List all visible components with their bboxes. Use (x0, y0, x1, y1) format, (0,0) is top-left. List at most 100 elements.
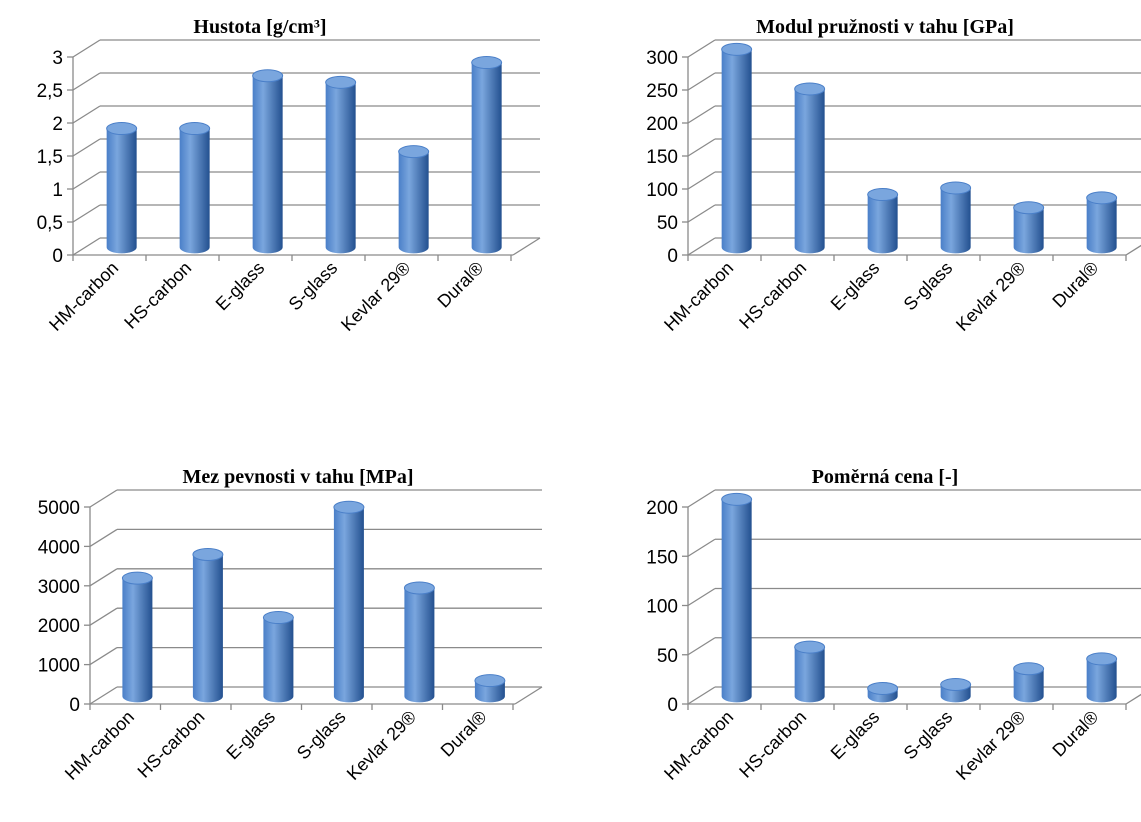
chart-title: Poměrná cena [-] (812, 466, 959, 488)
bar-body (940, 187, 971, 254)
bar (121, 571, 153, 703)
chart-title: Modul pružnosti v tahu [GPa] (756, 16, 1014, 38)
y-tick-label: 100 (646, 597, 678, 618)
bar (867, 681, 899, 703)
grid-depth-line (687, 39, 716, 58)
y-tick-label: 300 (646, 48, 678, 69)
x-tick-label: HM-carbon (45, 258, 122, 335)
bar-body (179, 128, 210, 254)
grid-depth-line (89, 647, 118, 666)
bar-top (794, 82, 826, 96)
bar-body (404, 588, 435, 703)
chart-title: Hustota [g/cm³] (193, 16, 326, 38)
grid-depth-line (72, 105, 101, 124)
x-tick-label: S-glass (900, 707, 957, 764)
x-tick-label: HS-carbon (735, 258, 810, 333)
y-tick-label: 4000 (38, 537, 80, 558)
grid-depth-line (72, 204, 101, 223)
bar (179, 122, 211, 254)
bar-top (121, 571, 153, 585)
grid-depth-line (89, 686, 118, 705)
x-tick-label: Kevlar 29® (952, 707, 1029, 784)
x-tick-label: E-glass (827, 707, 884, 764)
grid-depth-line (89, 528, 118, 547)
bar (325, 75, 357, 254)
bar-body (398, 151, 429, 254)
x-tick-label: S-glass (900, 258, 957, 315)
y-tick-label: 200 (646, 498, 678, 519)
grid-depth-line (89, 607, 118, 626)
y-tick-label: 0,5 (37, 213, 63, 234)
bar (471, 56, 503, 254)
grid-depth-line (687, 538, 716, 557)
y-tick-label: 0 (667, 695, 678, 716)
grid-depth-line (687, 138, 716, 157)
bar-top (794, 640, 826, 654)
bar (1013, 201, 1045, 254)
grid-depth-line (687, 587, 716, 607)
bar (333, 500, 365, 703)
bar-body (122, 578, 153, 703)
bar-top (471, 56, 503, 70)
chart-relative-price: Poměrná cena [-] 0 50 100 150 200 HM-carbonHS-… (646, 466, 1141, 784)
x-tick-label: Dural® (1048, 707, 1102, 761)
bar-body (252, 75, 283, 254)
bar-body (263, 617, 294, 703)
grid-depth-line (687, 686, 716, 705)
bar (940, 181, 972, 254)
bar-body (325, 82, 356, 254)
y-tick-label: 100 (646, 180, 678, 201)
bar-top (1013, 201, 1045, 215)
y-tick-label: 0 (52, 246, 63, 267)
bar-top (106, 122, 138, 136)
grid-depth-line (89, 568, 118, 587)
x-tick-label: HM-carbon (660, 258, 737, 335)
grid-depth-line (72, 237, 101, 256)
grid-depth-line (72, 39, 101, 58)
x-tick-label: E-glass (212, 258, 269, 315)
y-tick-label: 2000 (38, 616, 80, 637)
y-tick-label: 1000 (38, 656, 80, 677)
bar (474, 674, 506, 703)
bar-body (192, 554, 223, 703)
y-tick-label: 3 (52, 48, 63, 69)
y-tick-label: 150 (646, 147, 678, 168)
bar-body (867, 194, 898, 254)
bar (192, 548, 224, 703)
bar (794, 640, 826, 703)
chart-density: Hustota [g/cm³] 0 0,5 1 1,5 2 2,5 3 HM-carbonHS-… (37, 16, 541, 335)
y-tick-label: 1 (52, 180, 63, 201)
floor-right-edge (512, 237, 541, 256)
grid-depth-line (89, 489, 118, 508)
y-tick-label: 250 (646, 81, 678, 102)
x-tick-label: Kevlar 29® (952, 258, 1029, 335)
bar (794, 82, 826, 254)
x-tick-label: HM-carbon (660, 707, 737, 784)
bar-body (106, 128, 137, 254)
bar-top (333, 500, 365, 514)
y-tick-label: 3000 (38, 577, 80, 598)
bar-body (1013, 207, 1044, 254)
bar-top (940, 678, 972, 692)
bar-top (867, 681, 899, 695)
y-tick-label: 5000 (38, 498, 80, 519)
y-tick-label: 0 (69, 695, 80, 716)
bar-body (1086, 197, 1117, 254)
bar-top (398, 145, 430, 159)
y-tick-label: 0 (667, 246, 678, 267)
x-tick-label: Kevlar 29® (343, 707, 420, 784)
bar-top (262, 611, 294, 625)
x-tick-label: HS-carbon (134, 707, 209, 782)
bar-body (1013, 668, 1044, 703)
bar-body (333, 507, 364, 703)
bar-top (1086, 652, 1118, 666)
bar (1086, 652, 1118, 703)
bar-top (325, 75, 357, 89)
grid-depth-line (687, 637, 716, 656)
grid-depth-line (687, 171, 716, 190)
bar-body (794, 88, 825, 254)
y-tick-label: 150 (646, 547, 678, 568)
x-tick-label: E-glass (222, 707, 279, 764)
y-tick-label: 1,5 (37, 147, 63, 168)
bar (1013, 662, 1045, 703)
